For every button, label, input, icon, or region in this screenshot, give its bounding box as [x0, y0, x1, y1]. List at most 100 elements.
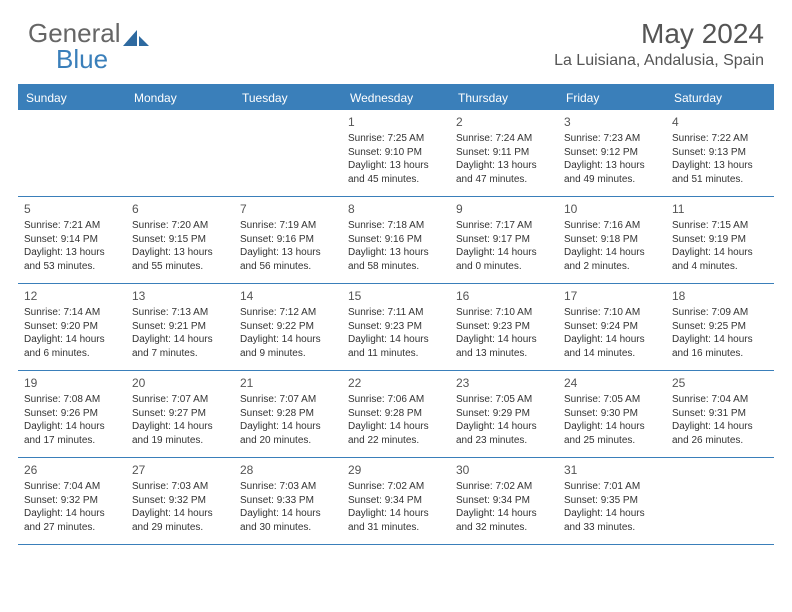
day-info-line: Sunrise: 7:12 AM — [240, 306, 336, 320]
day-info-line: Sunrise: 7:13 AM — [132, 306, 228, 320]
day-info-line: Sunset: 9:31 PM — [672, 407, 768, 421]
day-info-line: Sunset: 9:17 PM — [456, 233, 552, 247]
day-info-line: and 56 minutes. — [240, 260, 336, 274]
day-cell: 4Sunrise: 7:22 AMSunset: 9:13 PMDaylight… — [666, 110, 774, 196]
day-number: 1 — [348, 114, 444, 130]
day-number: 30 — [456, 462, 552, 478]
weeks-container: 1Sunrise: 7:25 AMSunset: 9:10 PMDaylight… — [18, 110, 774, 545]
dayhead-sat: Saturday — [666, 86, 774, 110]
day-info-line: Daylight: 14 hours — [240, 420, 336, 434]
day-cell: 16Sunrise: 7:10 AMSunset: 9:23 PMDayligh… — [450, 284, 558, 370]
day-info-line: Sunset: 9:24 PM — [564, 320, 660, 334]
brand-part2: Blue — [56, 44, 108, 75]
day-info-line: Sunset: 9:20 PM — [24, 320, 120, 334]
day-info-line: Sunset: 9:10 PM — [348, 146, 444, 160]
day-info-line: Daylight: 14 hours — [240, 333, 336, 347]
day-number: 19 — [24, 375, 120, 391]
day-cell — [666, 458, 774, 544]
day-info-line: Sunset: 9:28 PM — [348, 407, 444, 421]
day-info-line: Daylight: 14 hours — [24, 333, 120, 347]
day-number: 28 — [240, 462, 336, 478]
day-info-line: Sunrise: 7:18 AM — [348, 219, 444, 233]
header: General Blue May 2024 La Luisiana, Andal… — [0, 0, 792, 78]
day-number: 16 — [456, 288, 552, 304]
week-row: 26Sunrise: 7:04 AMSunset: 9:32 PMDayligh… — [18, 458, 774, 545]
day-info-line: Sunset: 9:14 PM — [24, 233, 120, 247]
day-info-line: Sunrise: 7:05 AM — [456, 393, 552, 407]
day-info-line: Sunset: 9:23 PM — [348, 320, 444, 334]
day-info-line: and 58 minutes. — [348, 260, 444, 274]
day-number: 23 — [456, 375, 552, 391]
day-info-line: and 47 minutes. — [456, 173, 552, 187]
day-info-line: Daylight: 14 hours — [348, 420, 444, 434]
day-info-line: Sunset: 9:32 PM — [132, 494, 228, 508]
day-info-line: Sunset: 9:12 PM — [564, 146, 660, 160]
day-info-line: Sunrise: 7:06 AM — [348, 393, 444, 407]
day-cell: 19Sunrise: 7:08 AMSunset: 9:26 PMDayligh… — [18, 371, 126, 457]
day-info-line: Daylight: 14 hours — [132, 420, 228, 434]
week-row: 5Sunrise: 7:21 AMSunset: 9:14 PMDaylight… — [18, 197, 774, 284]
day-info-line: Sunset: 9:27 PM — [132, 407, 228, 421]
day-info-line: Sunrise: 7:03 AM — [240, 480, 336, 494]
day-info-line: and 27 minutes. — [24, 521, 120, 535]
day-info-line: and 55 minutes. — [132, 260, 228, 274]
day-info-line: Sunrise: 7:21 AM — [24, 219, 120, 233]
day-cell: 17Sunrise: 7:10 AMSunset: 9:24 PMDayligh… — [558, 284, 666, 370]
day-info-line: and 19 minutes. — [132, 434, 228, 448]
day-info-line: Daylight: 13 hours — [348, 246, 444, 260]
day-number: 10 — [564, 201, 660, 217]
day-info-line: Daylight: 14 hours — [132, 507, 228, 521]
day-info-line: Sunset: 9:35 PM — [564, 494, 660, 508]
day-info-line: Sunrise: 7:11 AM — [348, 306, 444, 320]
day-info-line: Daylight: 14 hours — [132, 333, 228, 347]
day-info-line: and 4 minutes. — [672, 260, 768, 274]
day-info-line: Sunset: 9:18 PM — [564, 233, 660, 247]
day-cell: 21Sunrise: 7:07 AMSunset: 9:28 PMDayligh… — [234, 371, 342, 457]
day-cell: 14Sunrise: 7:12 AMSunset: 9:22 PMDayligh… — [234, 284, 342, 370]
day-cell: 8Sunrise: 7:18 AMSunset: 9:16 PMDaylight… — [342, 197, 450, 283]
day-number: 6 — [132, 201, 228, 217]
day-info-line: Sunrise: 7:04 AM — [24, 480, 120, 494]
day-info-line: Daylight: 14 hours — [456, 507, 552, 521]
day-number: 20 — [132, 375, 228, 391]
day-info-line: Sunrise: 7:09 AM — [672, 306, 768, 320]
day-info-line: Sunrise: 7:02 AM — [348, 480, 444, 494]
day-cell — [18, 110, 126, 196]
day-info-line: Daylight: 13 hours — [240, 246, 336, 260]
day-number: 7 — [240, 201, 336, 217]
day-info-line: Daylight: 14 hours — [456, 246, 552, 260]
day-cell: 23Sunrise: 7:05 AMSunset: 9:29 PMDayligh… — [450, 371, 558, 457]
day-info-line: Daylight: 14 hours — [348, 333, 444, 347]
day-info-line: and 22 minutes. — [348, 434, 444, 448]
day-info-line: Sunset: 9:28 PM — [240, 407, 336, 421]
day-number: 2 — [456, 114, 552, 130]
sail-icon — [123, 24, 149, 44]
day-info-line: Sunset: 9:22 PM — [240, 320, 336, 334]
day-info-line: Daylight: 14 hours — [672, 333, 768, 347]
day-cell: 6Sunrise: 7:20 AMSunset: 9:15 PMDaylight… — [126, 197, 234, 283]
day-info-line: Daylight: 14 hours — [456, 420, 552, 434]
day-number: 9 — [456, 201, 552, 217]
day-info-line: Sunset: 9:34 PM — [348, 494, 444, 508]
day-info-line: and 0 minutes. — [456, 260, 552, 274]
day-info-line: and 14 minutes. — [564, 347, 660, 361]
day-cell: 18Sunrise: 7:09 AMSunset: 9:25 PMDayligh… — [666, 284, 774, 370]
dayhead-fri: Friday — [558, 86, 666, 110]
day-info-line: and 23 minutes. — [456, 434, 552, 448]
day-number: 15 — [348, 288, 444, 304]
day-info-line: Daylight: 13 hours — [456, 159, 552, 173]
day-info-line: and 11 minutes. — [348, 347, 444, 361]
calendar: Sunday Monday Tuesday Wednesday Thursday… — [18, 84, 774, 545]
day-info-line: and 6 minutes. — [24, 347, 120, 361]
dayhead-wed: Wednesday — [342, 86, 450, 110]
day-info-line: Daylight: 14 hours — [564, 420, 660, 434]
day-number: 12 — [24, 288, 120, 304]
day-cell: 11Sunrise: 7:15 AMSunset: 9:19 PMDayligh… — [666, 197, 774, 283]
day-number: 31 — [564, 462, 660, 478]
day-info-line: and 26 minutes. — [672, 434, 768, 448]
day-number: 25 — [672, 375, 768, 391]
day-info-line: Sunset: 9:19 PM — [672, 233, 768, 247]
day-info-line: Sunset: 9:15 PM — [132, 233, 228, 247]
day-info-line: Daylight: 14 hours — [564, 246, 660, 260]
day-number: 11 — [672, 201, 768, 217]
